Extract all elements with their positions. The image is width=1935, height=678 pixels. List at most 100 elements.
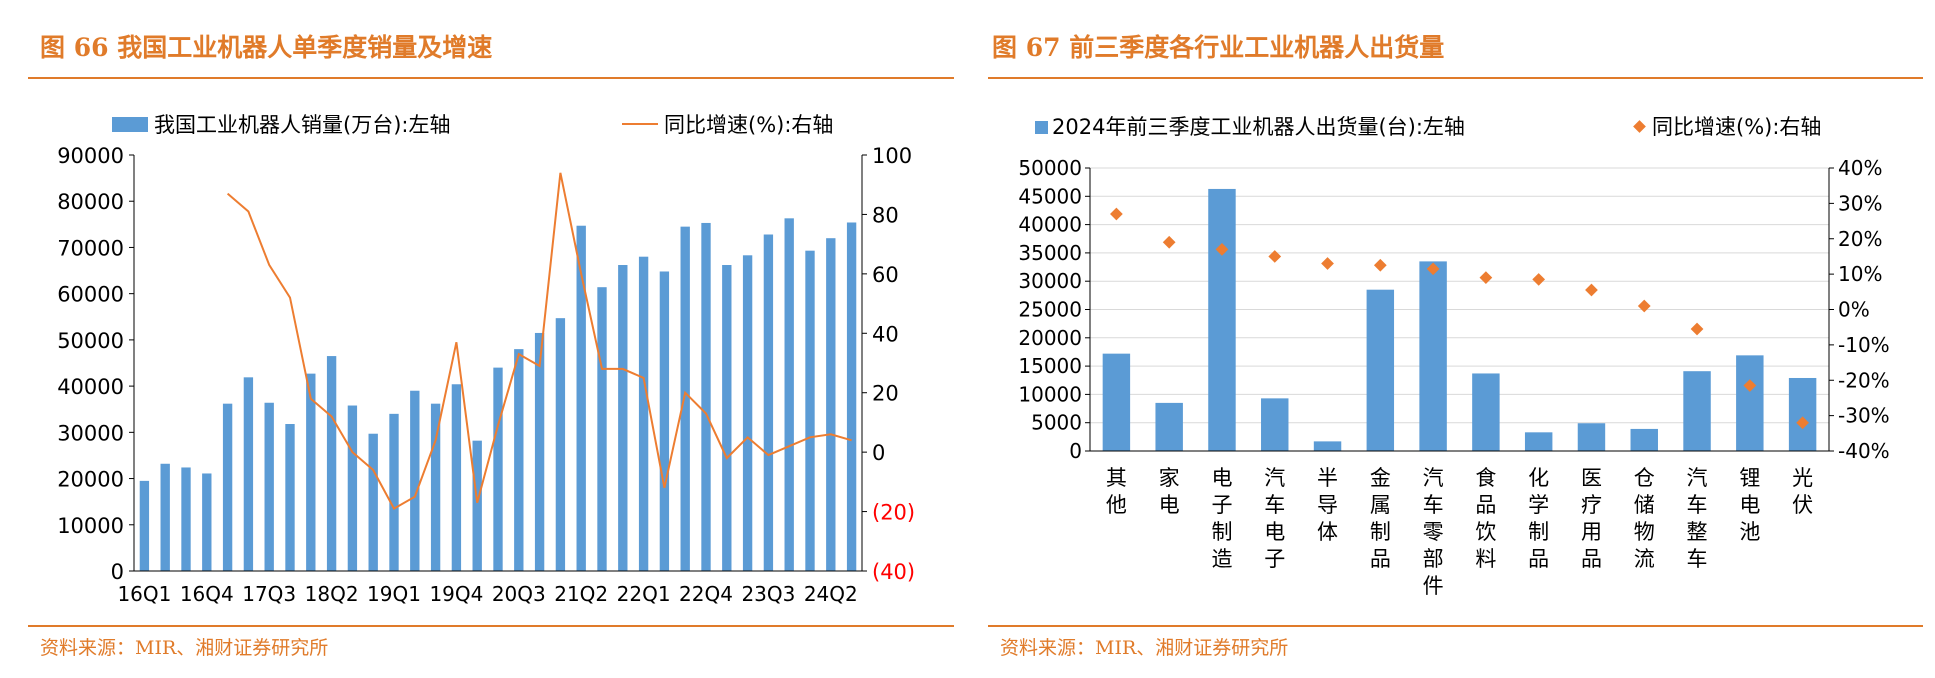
x-tick-label: 19Q4 — [429, 582, 483, 606]
bar-半导体 — [1313, 441, 1342, 451]
bar-18Q3 — [347, 405, 358, 571]
x-tick-label: 19Q1 — [367, 582, 421, 606]
right-tick-label: 40% — [1838, 156, 1882, 180]
bar-24Q3 — [846, 222, 857, 572]
left-tick-label: 45000 — [1018, 184, 1082, 208]
marker-光伏 — [1796, 416, 1809, 430]
left-tick-label: 20000 — [1018, 326, 1082, 350]
bar-锂电池 — [1736, 355, 1764, 451]
category-label-char: 制 — [1211, 520, 1232, 544]
category-label-char: 家 — [1159, 466, 1180, 490]
category-label-char: 流 — [1634, 547, 1655, 571]
left-tick-label: 35000 — [1018, 241, 1082, 265]
category-label-char: 电 — [1264, 520, 1285, 544]
bar-汽车电子 — [1261, 398, 1289, 451]
marker-化学制品 — [1532, 273, 1546, 286]
x-tick-label: 16Q1 — [117, 582, 171, 606]
legend-marker-label: 同比增速(%):右轴 — [1652, 115, 1821, 139]
x-tick-label: 22Q4 — [679, 582, 733, 606]
category-label-char: 学 — [1528, 493, 1549, 517]
bar-21Q3 — [597, 287, 607, 571]
category-label-char: 金 — [1370, 466, 1391, 490]
marker-半导体 — [1321, 257, 1334, 270]
bar-20Q2 — [493, 367, 503, 571]
chart-panel-sales: 图 66 我国工业机器人单季度销量及增速 我国工业机器人销量(万台):左轴 同比增… — [28, 33, 954, 659]
category-label-char: 锂 — [1739, 466, 1760, 490]
bar-23Q2 — [742, 255, 753, 571]
source-note: 资料来源：MIR、湘财证券研究所 — [40, 637, 329, 659]
right-tick-label: 0% — [1838, 298, 1870, 322]
chart-title: 图 67 前三季度各行业工业机器人出货量 — [992, 33, 1445, 62]
bar-金属制品 — [1366, 289, 1395, 451]
bar-化学制品 — [1524, 432, 1553, 451]
source-note: 资料来源：MIR、湘财证券研究所 — [1000, 637, 1289, 659]
category-label-char: 光 — [1792, 466, 1813, 490]
right-tick-label: -40% — [1838, 439, 1890, 463]
x-tick-label: 21Q2 — [554, 582, 608, 606]
source-divider — [988, 625, 1923, 627]
bar-汽车整车 — [1683, 371, 1711, 451]
left-tick-label: 10000 — [1018, 382, 1082, 406]
category-label-char: 品 — [1581, 547, 1602, 571]
category-label-char: 其 — [1106, 466, 1127, 490]
category-label-char: 件 — [1423, 574, 1444, 598]
category-label-char: 半 — [1317, 466, 1338, 490]
category-label-char: 车 — [1264, 493, 1285, 517]
category-label-char: 品 — [1475, 493, 1496, 517]
right-tick-label: 80 — [872, 203, 899, 227]
legend-bar-swatch — [112, 117, 148, 132]
source-divider — [28, 625, 954, 627]
bar-汽车零部件 — [1419, 261, 1447, 451]
right-tick-label: -10% — [1838, 333, 1890, 357]
bar-食品饮料 — [1472, 373, 1500, 451]
left-tick-label: 30000 — [1018, 269, 1082, 293]
right-tick-label: -20% — [1838, 368, 1890, 392]
marker-汽车电子 — [1268, 250, 1282, 263]
industry-chart-svg: 2024年前三季度工业机器人出货量(台):左轴 同比增速(%):右轴 0 5000 10… — [1018, 115, 1890, 598]
marker-金属制品 — [1373, 258, 1387, 272]
bar-其他 — [1102, 353, 1131, 451]
category-label-char: 池 — [1739, 520, 1760, 544]
marker-食品饮料 — [1479, 271, 1493, 285]
category-label-char: 汽 — [1264, 466, 1285, 490]
title-divider — [28, 77, 954, 79]
x-tick-label: 16Q4 — [180, 582, 234, 606]
bar-17Q1 — [222, 403, 233, 571]
bar-20Q3 — [514, 349, 524, 571]
category-label-char: 子 — [1264, 547, 1285, 571]
legend-bar-label: 2024年前三季度工业机器人出货量(台):左轴 — [1052, 115, 1465, 139]
bar-16Q1 — [139, 480, 150, 571]
marker-汽车整车 — [1690, 322, 1704, 336]
bar-16Q3 — [181, 467, 191, 571]
category-label-char: 储 — [1634, 493, 1655, 517]
category-label-char: 车 — [1423, 493, 1444, 517]
right-tick-label: 40 — [872, 322, 899, 346]
bar-17Q3 — [264, 402, 274, 571]
bar-家电 — [1155, 402, 1183, 451]
bar-19Q2 — [410, 390, 420, 571]
marker-其他 — [1110, 207, 1123, 221]
category-label-char: 伏 — [1792, 493, 1813, 517]
left-tick-label: 40000 — [57, 375, 124, 399]
legend-line-label: 同比增速(%):右轴 — [664, 113, 833, 137]
category-label-char: 饮 — [1475, 520, 1496, 544]
left-tick-label: 80000 — [57, 190, 124, 214]
right-tick-label: -30% — [1838, 404, 1890, 428]
bar-20Q4 — [534, 332, 545, 571]
category-label-char: 电 — [1739, 493, 1760, 517]
right-tick-label: 20% — [1838, 227, 1882, 251]
marker-电子制造 — [1215, 242, 1229, 256]
bar-20Q1 — [472, 440, 482, 571]
bar-22Q1 — [638, 256, 649, 571]
left-tick-label: 5000 — [1031, 411, 1082, 435]
category-label-char: 体 — [1317, 520, 1338, 544]
bar-23Q3 — [763, 234, 774, 571]
left-tick-label: 50000 — [1018, 156, 1082, 180]
bar-22Q3 — [680, 226, 690, 571]
x-tick-label: 18Q2 — [305, 582, 359, 606]
bar-17Q2 — [243, 377, 254, 571]
left-tick-label: 70000 — [57, 236, 124, 260]
marker-仓储物流 — [1637, 299, 1651, 313]
bar-18Q2 — [326, 356, 337, 571]
x-tick-label: 22Q1 — [617, 582, 671, 606]
